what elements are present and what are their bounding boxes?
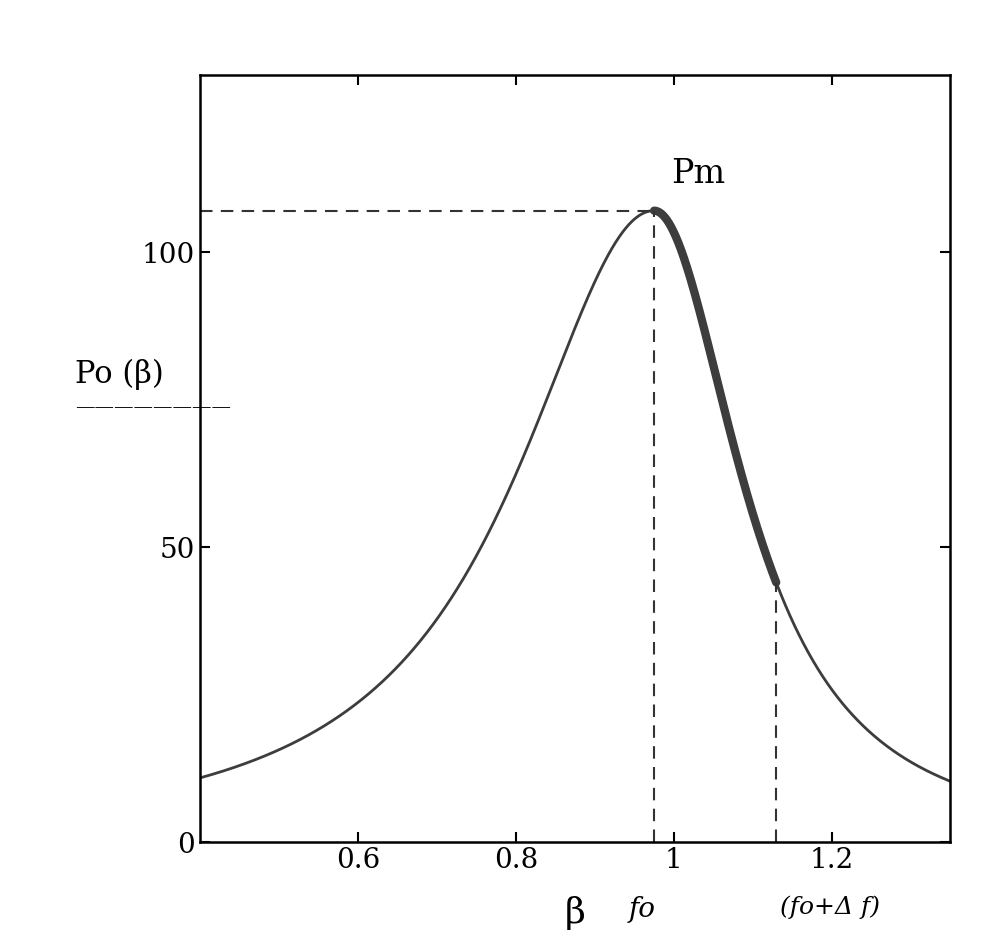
Text: Po (β): Po (β) — [75, 358, 164, 390]
Text: Pm: Pm — [671, 158, 725, 190]
Text: fo: fo — [629, 896, 656, 923]
Text: ————————: ———————— — [75, 398, 231, 417]
Text: β: β — [565, 896, 585, 930]
Text: (fo+Δ f): (fo+Δ f) — [780, 896, 880, 919]
